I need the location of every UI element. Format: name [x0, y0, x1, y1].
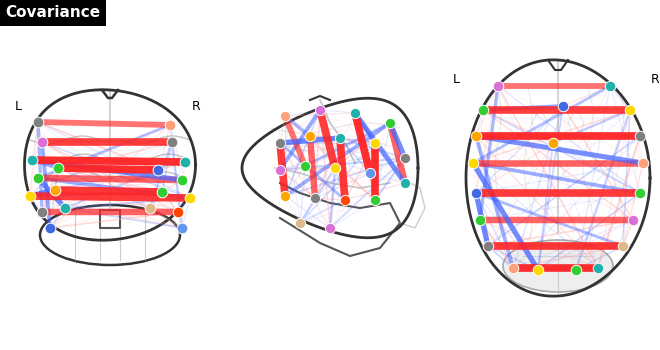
Point: [24, 193, 35, 199]
Point: [33, 119, 44, 125]
Ellipse shape: [40, 205, 180, 265]
Point: [280, 113, 290, 119]
Polygon shape: [115, 214, 177, 247]
Text: R: R: [192, 100, 201, 113]
Point: [177, 177, 187, 183]
Polygon shape: [24, 90, 195, 240]
Point: [325, 225, 335, 231]
Point: [618, 243, 628, 249]
Point: [300, 163, 310, 169]
Point: [400, 180, 411, 186]
Point: [571, 267, 581, 273]
Point: [365, 170, 376, 176]
Point: [180, 159, 190, 165]
Point: [635, 190, 645, 196]
Point: [152, 167, 163, 173]
Point: [53, 165, 63, 171]
Point: [493, 83, 504, 89]
Text: Covariance: Covariance: [5, 5, 100, 20]
Polygon shape: [100, 210, 120, 228]
Point: [295, 220, 306, 226]
Polygon shape: [242, 98, 418, 238]
Point: [275, 167, 285, 173]
Point: [330, 165, 341, 171]
Point: [628, 217, 638, 223]
Point: [625, 107, 636, 113]
Point: [50, 187, 60, 193]
Point: [37, 139, 48, 145]
Point: [482, 243, 493, 249]
Point: [165, 122, 176, 128]
Polygon shape: [280, 183, 400, 256]
Point: [59, 205, 70, 211]
Point: [558, 103, 568, 109]
Text: L: L: [15, 100, 22, 113]
Point: [638, 160, 648, 166]
Polygon shape: [43, 214, 106, 247]
Point: [400, 155, 411, 161]
Point: [305, 133, 315, 139]
Text: R: R: [651, 73, 660, 86]
Point: [340, 197, 350, 203]
Point: [37, 209, 48, 215]
Ellipse shape: [503, 240, 613, 292]
Polygon shape: [466, 60, 650, 296]
Point: [478, 107, 488, 113]
Point: [635, 133, 645, 139]
Point: [173, 209, 183, 215]
Point: [350, 110, 360, 116]
Point: [310, 195, 320, 201]
Point: [156, 189, 167, 195]
Point: [471, 133, 481, 139]
Point: [370, 140, 380, 146]
Point: [280, 193, 290, 199]
Point: [475, 217, 485, 223]
Point: [508, 265, 518, 271]
Point: [533, 267, 543, 273]
Point: [45, 225, 55, 231]
Point: [471, 190, 481, 196]
Point: [468, 160, 478, 166]
Point: [335, 135, 345, 141]
Point: [185, 195, 195, 201]
Point: [370, 197, 380, 203]
Point: [26, 157, 37, 163]
Point: [167, 139, 178, 145]
Point: [385, 120, 395, 126]
Point: [605, 83, 615, 89]
Point: [315, 107, 325, 113]
Point: [33, 175, 44, 181]
Text: L: L: [453, 73, 460, 86]
Point: [548, 140, 558, 146]
Point: [275, 140, 285, 146]
Point: [145, 205, 155, 211]
Point: [177, 225, 187, 231]
Point: [593, 265, 603, 271]
